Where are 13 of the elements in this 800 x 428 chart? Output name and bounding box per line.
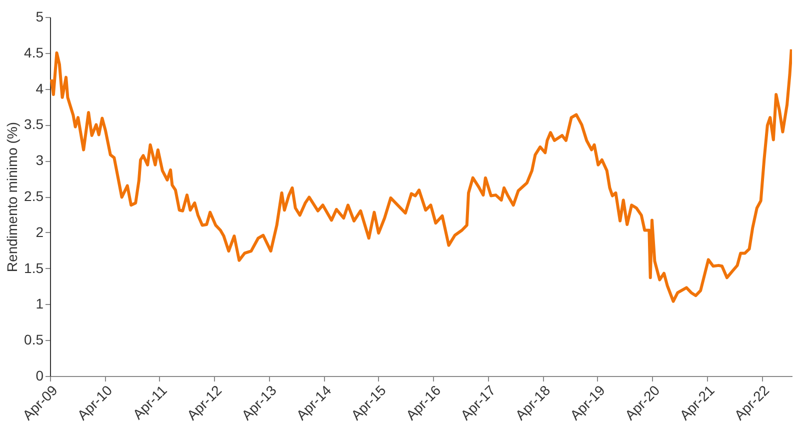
y-tick-label: 0 bbox=[36, 368, 44, 384]
y-axis-title: Rendimento minimo (%) bbox=[4, 122, 20, 272]
y-tick-label: 3.5 bbox=[24, 116, 44, 132]
y-tick-label: 4 bbox=[36, 80, 44, 96]
y-tick-label: 1.5 bbox=[24, 260, 44, 276]
y-tick-label: 1 bbox=[36, 296, 44, 312]
y-tick-label: 4.5 bbox=[24, 44, 44, 60]
y-tick-label: 0.5 bbox=[24, 332, 44, 348]
y-tick-label: 2 bbox=[36, 224, 44, 240]
line-series bbox=[50, 48, 792, 303]
y-tick-label: 3 bbox=[36, 152, 44, 168]
y-tick-label: 2.5 bbox=[24, 188, 44, 204]
y-tick-label: 5 bbox=[36, 8, 44, 24]
